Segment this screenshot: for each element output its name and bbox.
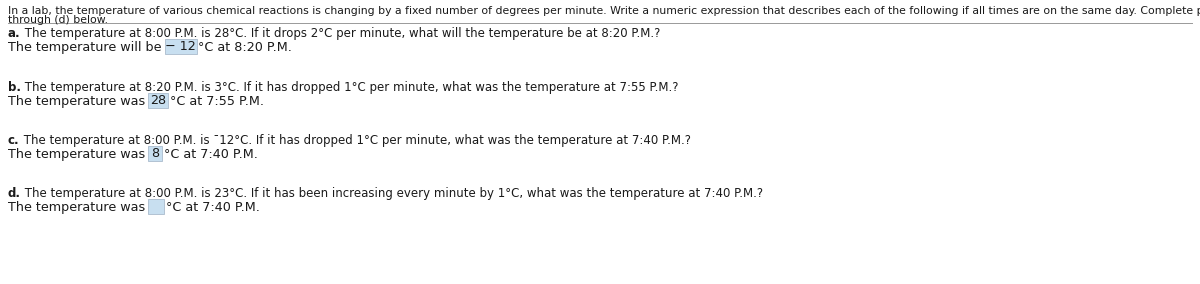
- Text: a.: a.: [8, 27, 20, 40]
- Text: The temperature at 8:00 P.M. is 28°C. If it drops 2°C per minute, what will the : The temperature at 8:00 P.M. is 28°C. If…: [20, 27, 660, 40]
- FancyBboxPatch shape: [149, 93, 168, 108]
- Text: 8: 8: [151, 147, 160, 160]
- Text: In a lab, the temperature of various chemical reactions is changing by a fixed n: In a lab, the temperature of various che…: [8, 6, 1200, 16]
- Text: The temperature at 8:00 P.M. is 23°C. If it has been increasing every minute by : The temperature at 8:00 P.M. is 23°C. If…: [22, 187, 763, 200]
- Text: b.: b.: [8, 81, 22, 94]
- Text: °C at 7:55 P.M.: °C at 7:55 P.M.: [170, 95, 264, 108]
- Text: through (d) below.: through (d) below.: [8, 15, 108, 25]
- Text: 28: 28: [150, 94, 167, 107]
- Text: The temperature at 8:20 P.M. is 3°C. If it has dropped 1°C per minute, what was : The temperature at 8:20 P.M. is 3°C. If …: [22, 81, 678, 94]
- Text: The temperature was: The temperature was: [8, 95, 145, 108]
- FancyBboxPatch shape: [149, 199, 164, 214]
- Text: d.: d.: [8, 187, 22, 200]
- Text: The temperature was: The temperature was: [8, 148, 145, 161]
- Text: The temperature was: The temperature was: [8, 201, 145, 214]
- Text: − 12: − 12: [166, 40, 196, 53]
- FancyBboxPatch shape: [149, 146, 162, 161]
- Text: °C at 7:40 P.M.: °C at 7:40 P.M.: [164, 148, 258, 161]
- Text: The temperature at 8:00 P.M. is ¯12°C. If it has dropped 1°C per minute, what wa: The temperature at 8:00 P.M. is ¯12°C. I…: [19, 134, 691, 147]
- Text: The temperature will be: The temperature will be: [8, 41, 162, 54]
- FancyBboxPatch shape: [164, 39, 197, 54]
- Text: °C at 8:20 P.M.: °C at 8:20 P.M.: [198, 41, 293, 54]
- Text: c.: c.: [8, 134, 19, 147]
- Text: °C at 7:40 P.M.: °C at 7:40 P.M.: [167, 201, 260, 214]
